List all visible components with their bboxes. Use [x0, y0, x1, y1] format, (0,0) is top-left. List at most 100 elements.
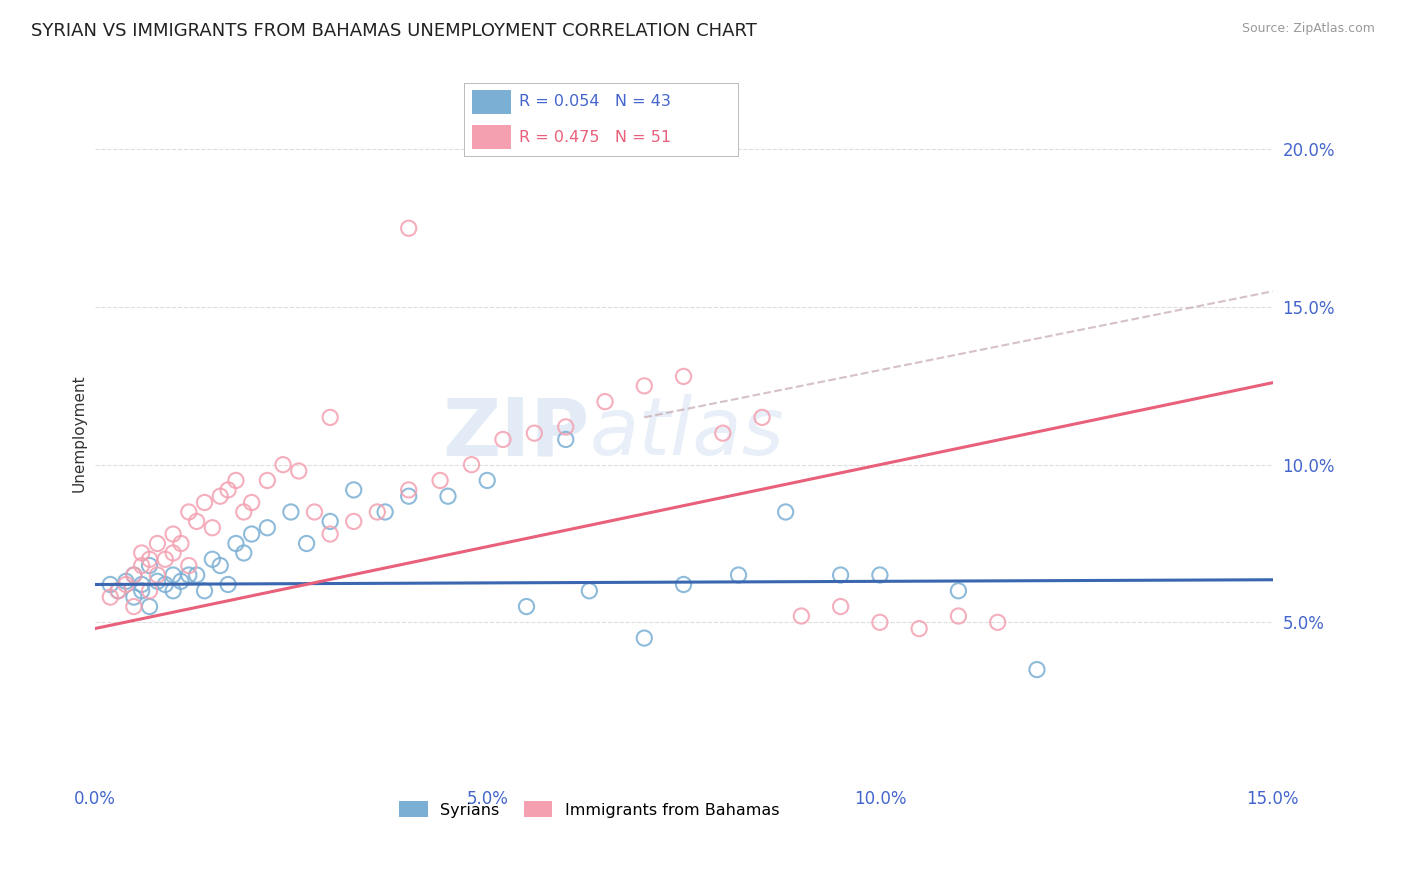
Point [295, 536, 318, 550]
Point [155, 577, 177, 591]
Point [177, 558, 200, 573]
Point [869, 615, 891, 630]
Point [162, 527, 184, 541]
Point [155, 552, 177, 566]
Point [287, 464, 309, 478]
Point [477, 474, 499, 488]
Point [830, 568, 852, 582]
Point [554, 420, 576, 434]
Point [162, 583, 184, 598]
Point [170, 574, 193, 589]
Point [131, 577, 153, 591]
Point [162, 546, 184, 560]
Point [138, 558, 160, 573]
Point [122, 590, 145, 604]
Point [232, 546, 254, 560]
Point [209, 489, 232, 503]
Point [319, 527, 342, 541]
Point [217, 577, 239, 591]
Point [98, 590, 121, 604]
Text: R = 0.475   N = 51: R = 0.475 N = 51 [519, 129, 671, 145]
Y-axis label: Unemployment: Unemployment [72, 375, 86, 492]
Point [256, 521, 278, 535]
Legend: Syrians, Immigrants from Bahamas: Syrians, Immigrants from Bahamas [392, 795, 786, 824]
Point [122, 568, 145, 582]
Point [869, 568, 891, 582]
Point [304, 505, 326, 519]
Point [162, 568, 184, 582]
Point [554, 433, 576, 447]
Point [908, 622, 931, 636]
Point [146, 536, 169, 550]
Point [131, 558, 153, 573]
Point [131, 583, 153, 598]
Point [177, 505, 200, 519]
Point [107, 583, 129, 598]
Point [398, 221, 420, 235]
Point [170, 536, 193, 550]
Point [177, 568, 200, 582]
Point [1026, 663, 1049, 677]
Point [775, 505, 797, 519]
Text: R = 0.054   N = 43: R = 0.054 N = 43 [519, 95, 671, 110]
Point [138, 552, 160, 566]
Point [711, 426, 734, 441]
Point [186, 568, 208, 582]
Point [193, 495, 215, 509]
Point [492, 433, 515, 447]
Point [138, 599, 160, 614]
Point [201, 552, 224, 566]
Point [398, 483, 420, 497]
Point [232, 505, 254, 519]
Point [280, 505, 302, 519]
Point [515, 599, 537, 614]
Point [366, 505, 388, 519]
Text: ZIP: ZIP [441, 394, 589, 472]
Point [948, 609, 970, 624]
Point [186, 515, 208, 529]
Point [790, 609, 813, 624]
Point [987, 615, 1010, 630]
Point [727, 568, 749, 582]
Point [122, 599, 145, 614]
Point [193, 583, 215, 598]
Point [225, 474, 247, 488]
Text: Source: ZipAtlas.com: Source: ZipAtlas.com [1241, 22, 1375, 36]
Point [429, 474, 451, 488]
Point [146, 574, 169, 589]
Point [319, 410, 342, 425]
Point [343, 483, 366, 497]
Point [98, 577, 121, 591]
Point [131, 546, 153, 560]
Point [240, 495, 263, 509]
Point [209, 558, 232, 573]
Point [240, 527, 263, 541]
Point [523, 426, 546, 441]
Point [830, 599, 852, 614]
Text: atlas: atlas [589, 394, 785, 472]
Point [138, 583, 160, 598]
Point [343, 515, 366, 529]
Point [593, 394, 616, 409]
Point [217, 483, 239, 497]
Bar [472, 90, 510, 113]
Text: SYRIAN VS IMMIGRANTS FROM BAHAMAS UNEMPLOYMENT CORRELATION CHART: SYRIAN VS IMMIGRANTS FROM BAHAMAS UNEMPL… [31, 22, 756, 40]
Point [374, 505, 396, 519]
Point [115, 574, 138, 589]
Point [437, 489, 460, 503]
Point [751, 410, 773, 425]
Point [256, 474, 278, 488]
Point [672, 369, 695, 384]
Bar [472, 126, 510, 149]
Point [319, 515, 342, 529]
Point [201, 521, 224, 535]
Point [146, 568, 169, 582]
Point [460, 458, 482, 472]
Point [948, 583, 970, 598]
Point [578, 583, 600, 598]
Point [107, 583, 129, 598]
Point [633, 379, 655, 393]
Point [115, 577, 138, 591]
Point [633, 631, 655, 645]
Point [271, 458, 294, 472]
